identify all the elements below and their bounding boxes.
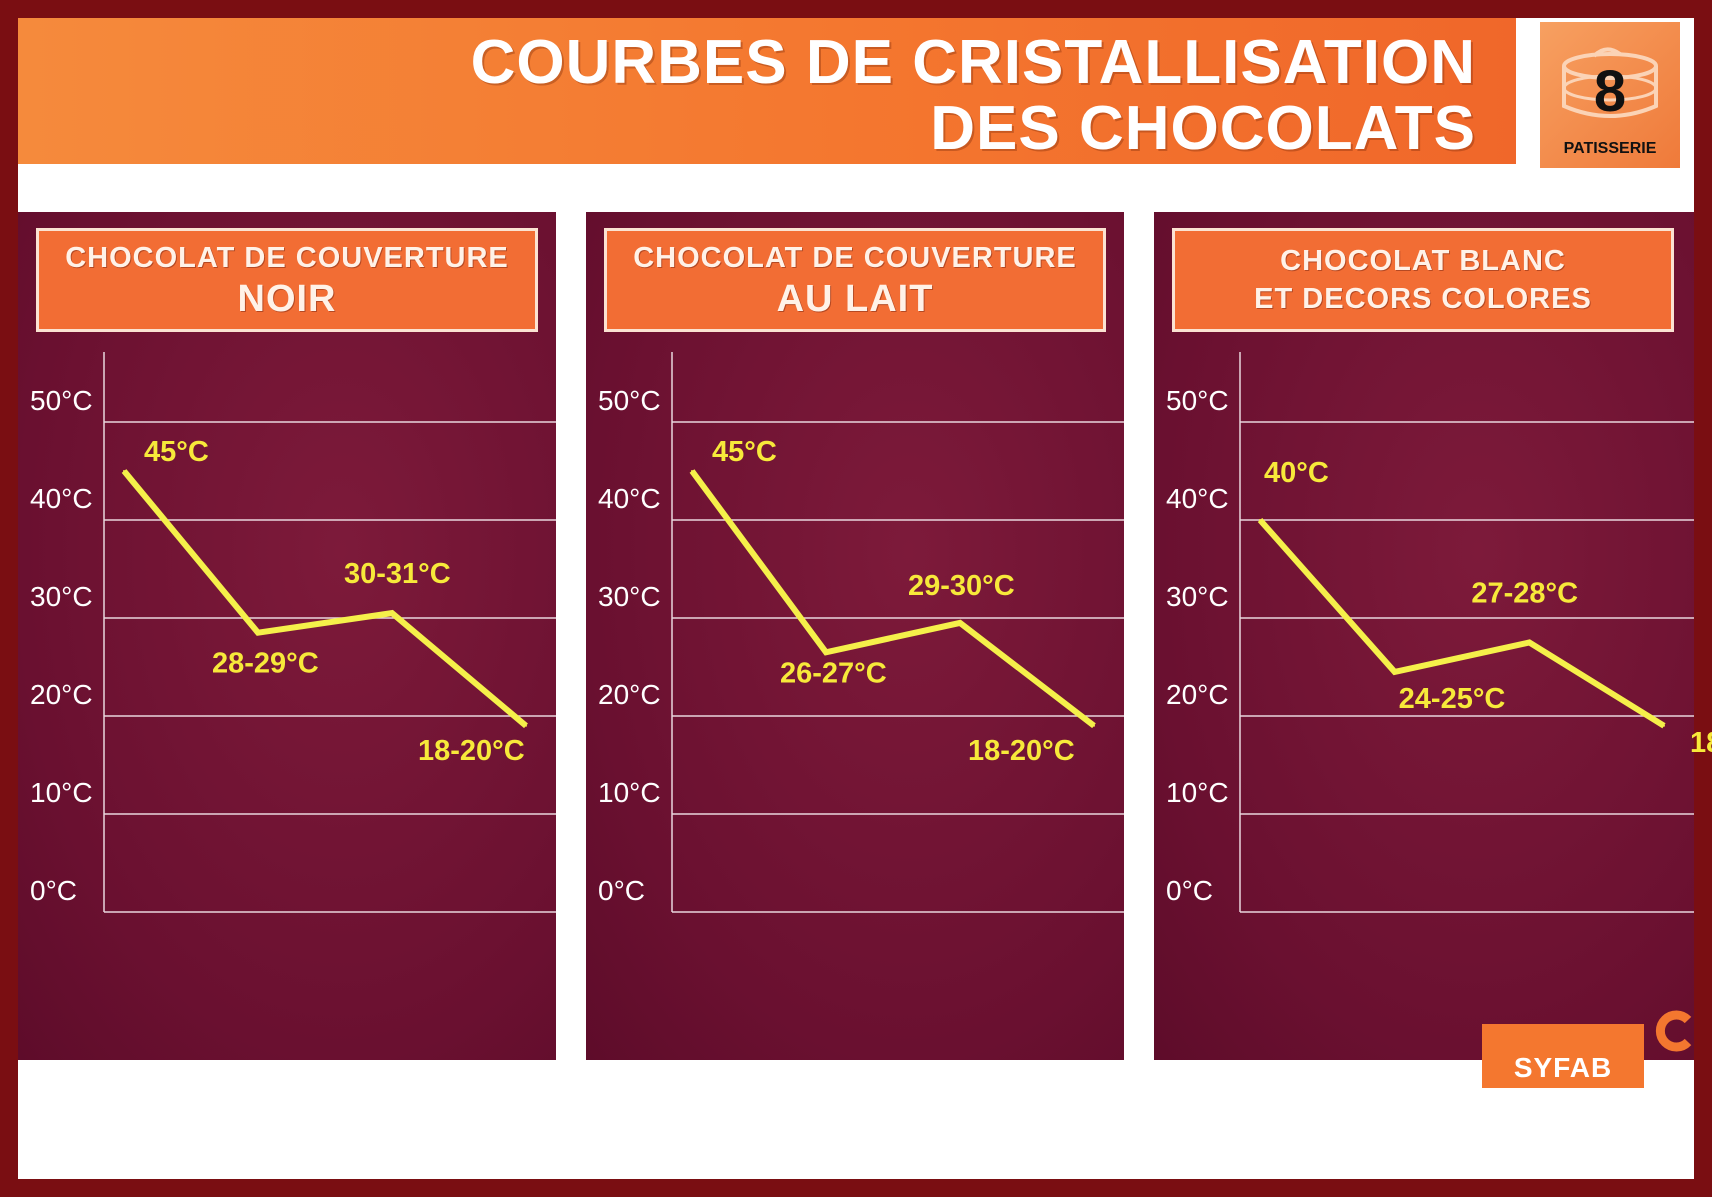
y-tick-label: 10°C <box>30 777 93 808</box>
data-label: 24-25°C <box>1399 683 1506 715</box>
panel-title-line1: CHOCOLAT DE COUVERTURE <box>633 242 1077 274</box>
data-point <box>1393 670 1396 673</box>
y-tick-label: 40°C <box>1166 483 1229 514</box>
chart-panel-au-lait: CHOCOLAT DE COUVERTURE AU LAIT 0°C 10°C 20… <box>586 212 1124 1060</box>
data-point <box>257 631 259 634</box>
data-label: 30-31°C <box>344 558 451 590</box>
y-tick-label: 0°C <box>598 875 645 906</box>
y-tick-label: 20°C <box>1166 679 1229 710</box>
y-tick-label: 30°C <box>1166 581 1229 612</box>
chart-panel-noir: CHOCOLAT DE COUVERTURE NOIR 0°C 10°C 20°C 3… <box>18 212 556 1060</box>
y-tick-label: 50°C <box>1166 385 1229 416</box>
poster-sheet: COURBES DE CRISTALLISATION DES CHOCOLATS… <box>18 18 1712 1179</box>
data-label: 18-20°C <box>968 735 1075 767</box>
panel-title-line1: CHOCOLAT BLANC <box>1280 245 1566 277</box>
badge-number: 8 <box>1593 59 1627 124</box>
data-label: 29-30°C <box>908 570 1015 602</box>
data-label: 28-29°C <box>212 648 319 680</box>
data-label: 18-20°C <box>418 735 525 767</box>
temperature-curve <box>121 469 528 729</box>
data-point <box>1259 519 1261 521</box>
y-tick-label: 20°C <box>30 679 93 710</box>
data-point <box>1663 724 1665 727</box>
data-label: 45°C <box>712 436 777 468</box>
header-band: COURBES DE CRISTALLISATION DES CHOCOLATS <box>18 18 1516 164</box>
y-tick-label: 0°C <box>30 875 77 906</box>
cake-icon <box>1562 47 1658 118</box>
y-tick-label: 0°C <box>1166 875 1213 906</box>
panel-title-line2: ET DECORS COLORES <box>1254 283 1592 315</box>
y-tick-label: 40°C <box>30 483 93 514</box>
y-tick-label: 30°C <box>30 581 93 612</box>
chart-blanc: 0°C 10°C 20°C 30°C 40°C 50°C 40°C 24-25°C 27-28°… <box>1166 352 1712 913</box>
badge-label: PATISSERIE <box>1563 140 1657 157</box>
syfab-logo: SYFAB <box>1482 1024 1644 1088</box>
y-tick-label: 40°C <box>598 483 661 514</box>
y-tick-label: 10°C <box>598 777 661 808</box>
y-tick-label: 50°C <box>598 385 661 416</box>
panel-title: CHOCOLAT DE COUVERTURE AU LAIT <box>604 228 1106 332</box>
panel-title: CHOCOLAT BLANC ET DECORS COLORES <box>1172 228 1674 332</box>
y-tick-label: 50°C <box>30 385 93 416</box>
y-tick-label: 10°C <box>1166 777 1229 808</box>
data-point <box>959 621 961 624</box>
panel-title: CHOCOLAT DE COUVERTURE NOIR <box>36 228 538 332</box>
y-tick-label: 30°C <box>598 581 661 612</box>
panel-title-line1: CHOCOLAT DE COUVERTURE <box>65 242 509 274</box>
y-tick-label: 20°C <box>598 679 661 710</box>
temperature-curve <box>1257 518 1666 729</box>
data-label: 27-28°C <box>1471 578 1578 610</box>
c-mark-icon <box>1655 1010 1692 1052</box>
data-point <box>1093 724 1095 727</box>
data-label: 26-27°C <box>780 657 887 689</box>
data-label: 45°C <box>144 436 209 468</box>
temperature-curve <box>689 469 1096 729</box>
data-label: 40°C <box>1264 457 1329 489</box>
data-point <box>1528 641 1531 644</box>
chart-au-lait: 0°C 10°C 20°C 30°C 40°C 50°C 45°C 26-27°C 29-30°… <box>598 352 1124 913</box>
data-label: 18-20°C <box>1690 727 1712 759</box>
panel-title-line2: AU LAIT <box>776 278 934 320</box>
data-point <box>391 612 393 615</box>
chart-noir: 0°C 10°C 20°C 30°C 40°C 50°C 45°C 28-29°C 30-31°… <box>30 352 556 913</box>
chart-panel-blanc: CHOCOLAT BLANC ET DECORS COLORES 0°C 10°C… <box>1154 212 1712 1060</box>
data-point <box>825 651 827 654</box>
page-title: COURBES DE CRISTALLISATION DES CHOCOLATS <box>470 28 1476 163</box>
data-point <box>525 724 527 727</box>
category-badge: 8 PATISSERIE <box>1540 22 1680 168</box>
data-point <box>691 470 693 472</box>
syfab-logo-text: SYFAB <box>1513 1052 1613 1083</box>
data-point <box>123 470 125 472</box>
panel-title-line2: NOIR <box>237 278 337 320</box>
